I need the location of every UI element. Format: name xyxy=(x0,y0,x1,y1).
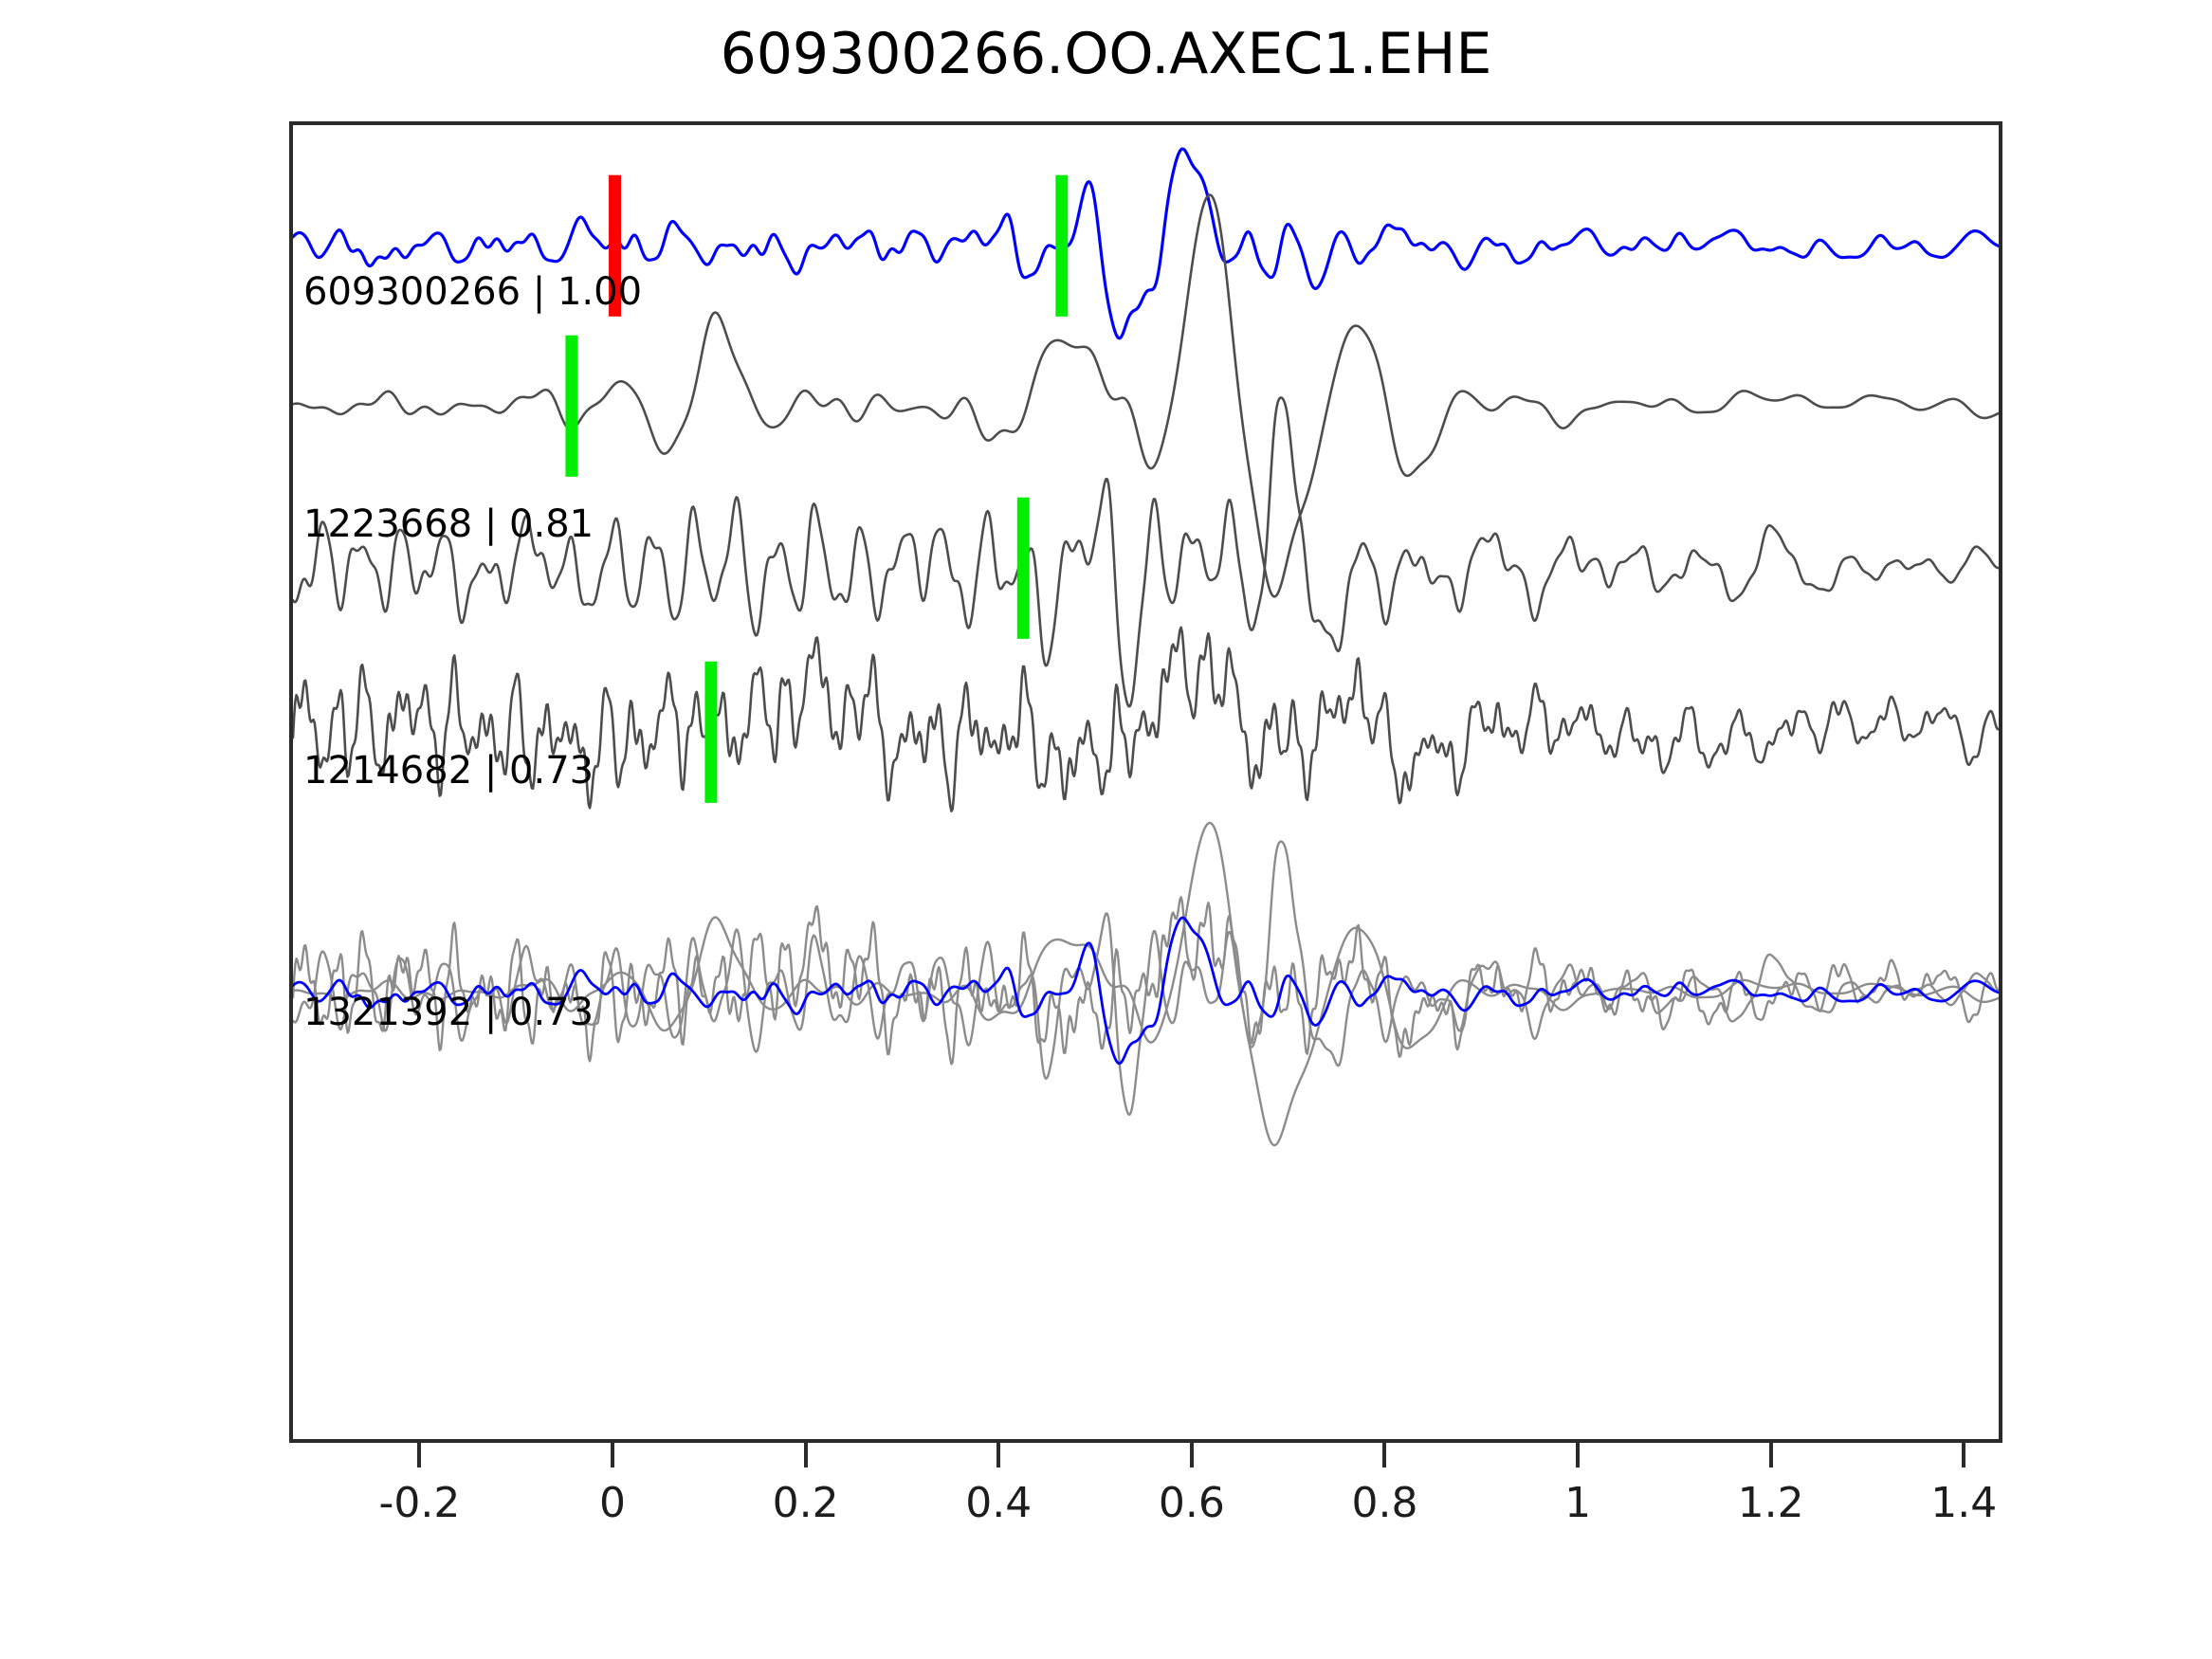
overlay-trace-0 xyxy=(293,916,1999,1066)
x-tick-label-2: 0.2 xyxy=(772,1479,839,1527)
marker-group xyxy=(565,174,1069,803)
waveform-svg xyxy=(293,147,1999,1147)
plot-area xyxy=(289,121,2002,1443)
origin-marker-0-0 xyxy=(609,174,622,317)
x-tick-1 xyxy=(611,1443,615,1468)
x-tick-label-4: 0.6 xyxy=(1158,1479,1225,1527)
x-tick-label-3: 0.4 xyxy=(965,1479,1033,1527)
trace-row-3 xyxy=(293,626,1999,812)
x-tick-5 xyxy=(1382,1443,1387,1468)
x-tick-label-5: 0.8 xyxy=(1351,1479,1418,1527)
page-title: 609300266.OO.AXEC1.EHE xyxy=(720,21,1492,87)
x-tick-label-6: 1 xyxy=(1564,1479,1592,1527)
pick-marker-2-0 xyxy=(1016,497,1030,639)
row-label-2: 1214682 | 0.73 xyxy=(303,749,594,793)
pick-marker-3-0 xyxy=(704,661,718,803)
pick-marker-0-1 xyxy=(1055,174,1069,317)
x-tick-2 xyxy=(803,1443,808,1468)
x-tick-label-8: 1.4 xyxy=(1930,1479,1998,1527)
x-tick-7 xyxy=(1768,1443,1773,1468)
overlay-trace-1 xyxy=(293,821,1999,1147)
pick-marker-1-0 xyxy=(565,335,578,477)
row-label-1: 1223668 | 0.81 xyxy=(303,502,594,546)
row-label-0: 609300266 | 1.00 xyxy=(303,270,643,314)
x-tick-label-7: 1.2 xyxy=(1737,1479,1804,1527)
trace-row-0 xyxy=(293,147,1999,340)
trace-row-2 xyxy=(293,396,1999,708)
overlay-trace-3 xyxy=(293,896,1999,1066)
x-tick-label-0: -0.2 xyxy=(378,1479,461,1527)
x-tick-6 xyxy=(1576,1443,1581,1468)
x-axis: -0.2 0 0.2 0.4 0.6 0.8 1 1.2 1.4 xyxy=(289,1443,2002,1557)
x-tick-8 xyxy=(1962,1443,1966,1468)
row-label-3: 1321392 | 0.73 xyxy=(303,991,594,1034)
x-tick-3 xyxy=(996,1443,1001,1468)
x-tick-0 xyxy=(417,1443,422,1468)
x-tick-label-1: 0 xyxy=(599,1479,627,1527)
x-tick-4 xyxy=(1189,1443,1194,1468)
